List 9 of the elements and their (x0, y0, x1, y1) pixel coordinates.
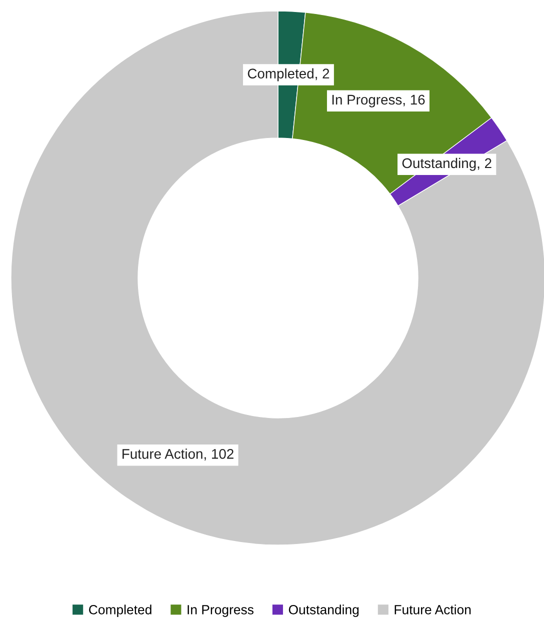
data-label: Completed, 2 (248, 68, 330, 82)
legend-label: Future Action (394, 604, 471, 614)
data-label: Outstanding, 2 (402, 158, 492, 171)
data-label: Future Action, 102 (122, 448, 234, 460)
legend-label: In Progress (188, 605, 254, 617)
donut-slice (10, 10, 544, 546)
data-label: In Progress, 16 (332, 94, 425, 108)
legend-label: Outstanding (288, 604, 359, 617)
legend-label: Completed (89, 604, 152, 617)
